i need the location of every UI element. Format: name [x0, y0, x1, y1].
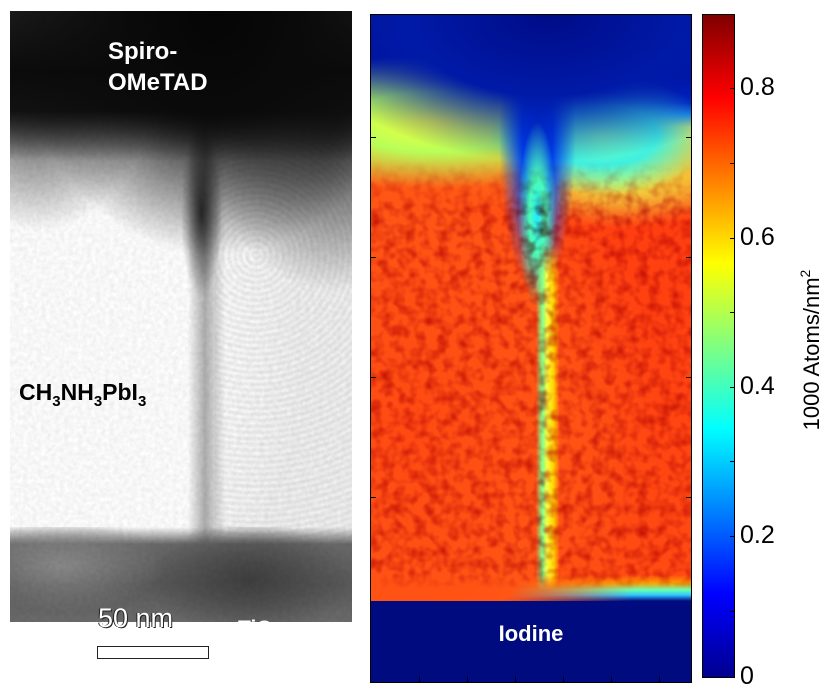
perovskite-label: CH3NH3PbI3: [19, 379, 147, 410]
colorbar-tick-label: 0.2: [740, 521, 775, 549]
colorbar-tick-label: 0.4: [740, 372, 775, 400]
heatmap-left-ticks: [371, 15, 376, 682]
scale-bar-label: 50 nm: [98, 603, 174, 633]
iodine-heatmap-panel: Iodine: [370, 14, 692, 683]
spiro-ometad-label: Spiro- OMeTAD: [108, 38, 208, 96]
colorbar-tick-label: 0.6: [740, 223, 775, 251]
stem-noise-texture: [10, 11, 352, 622]
colorbar: [702, 14, 735, 678]
stem-image-panel: Spiro- OMeTAD CH3NH3PbI3: [10, 11, 352, 622]
heatmap-right-ticks: [686, 15, 691, 682]
heatmap-tio2-region: [371, 601, 691, 682]
iodine-label: Iodine: [498, 621, 564, 646]
colorbar-title: 1000 Atoms/nm2: [797, 269, 824, 431]
colorbar-tick-label: 0: [740, 662, 754, 690]
tio2-label: TiO2: [238, 617, 281, 645]
heatmap-noise-texture: [371, 15, 691, 682]
scale-bar: [97, 646, 209, 659]
colorbar-tick-label: 0.8: [740, 73, 775, 101]
